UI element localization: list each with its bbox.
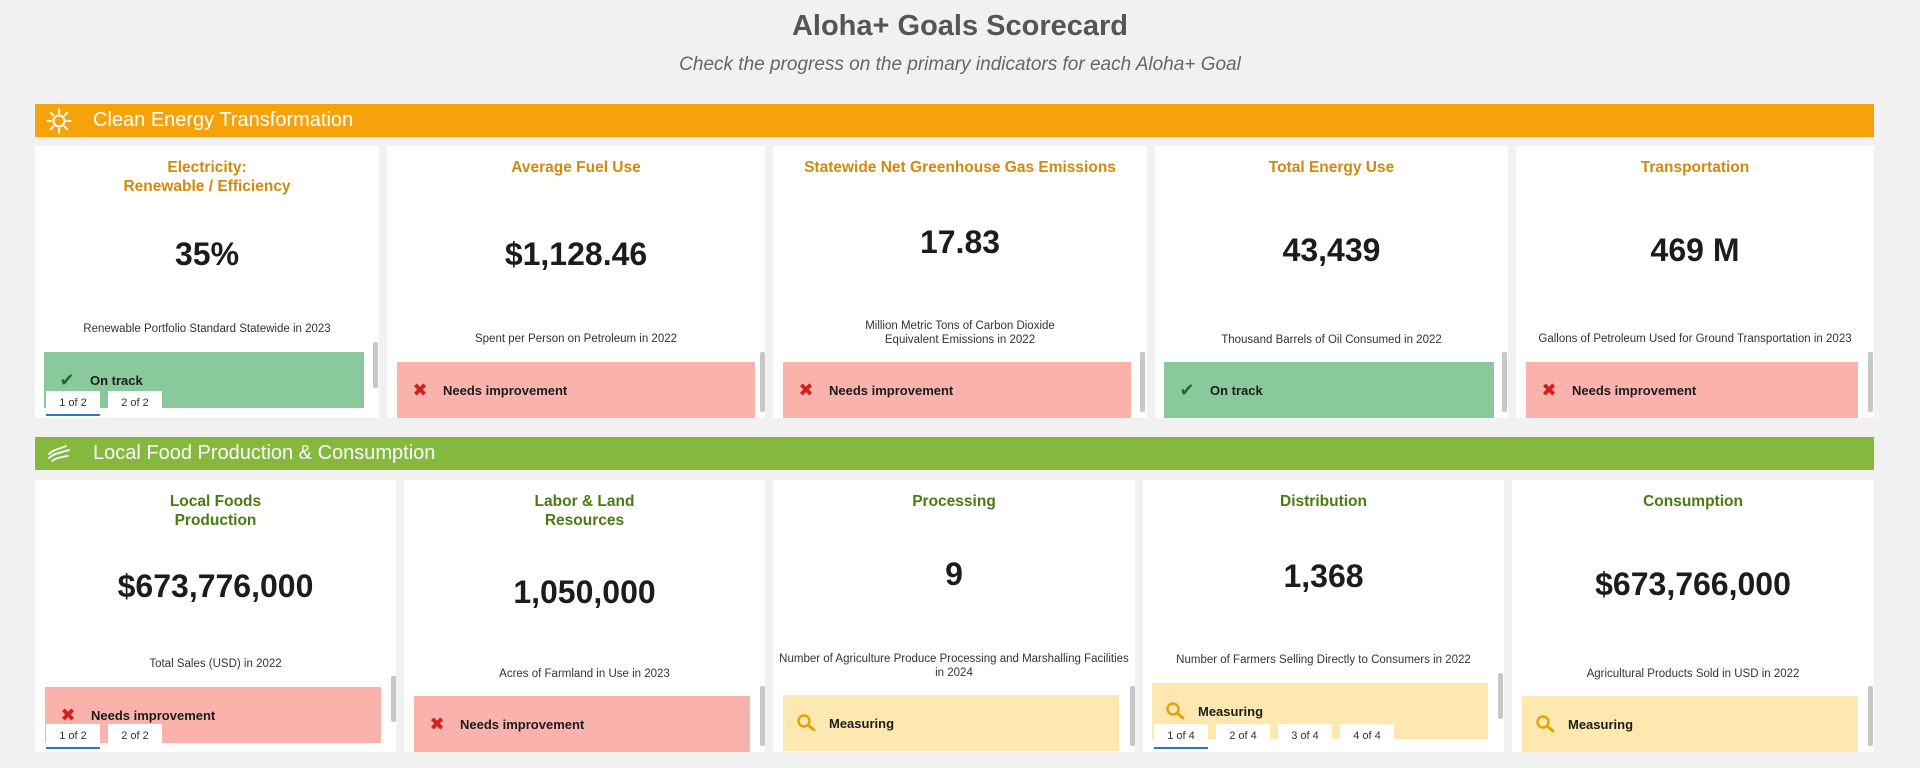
- scrollbar[interactable]: [760, 352, 765, 412]
- card-title: Transportation: [1640, 159, 1750, 176]
- status-label: Needs improvement: [1572, 382, 1697, 398]
- card-value: $1,128.46: [504, 236, 648, 272]
- status-label: On track: [1210, 382, 1263, 398]
- indicator-card-average-fuel-use: Average Fuel Use $1,128.46 Spent per Per…: [387, 146, 765, 418]
- status-label: Measuring: [1198, 703, 1264, 719]
- status-badge: Measuring: [1522, 696, 1858, 752]
- scrollbar[interactable]: [1130, 686, 1135, 746]
- x-icon: ✖: [798, 379, 814, 400]
- indicator-card-distribution: Distribution 1,368 Number of Farmers Sel…: [1143, 480, 1504, 752]
- page-subtitle: Check the progress on the primary indica…: [679, 54, 1241, 75]
- card-description: Thousand Barrels of Oil Consumed in 2022: [1221, 334, 1442, 346]
- x-icon: ✖: [1541, 379, 1557, 400]
- card-pager-electricity: 1 of 2 2 of 2: [46, 391, 162, 416]
- status-badge: ✖ Needs improvement: [783, 362, 1131, 418]
- food-section-header: Local Food Production & Consumption: [35, 437, 1874, 470]
- card-description: Number of Agriculture Produce Processing…: [779, 653, 1129, 679]
- indicator-card-processing: Processing 9 Number of Agriculture Produ…: [773, 480, 1135, 752]
- sun-icon: [46, 108, 72, 134]
- check-icon: ✔: [59, 369, 75, 390]
- status-badge: ✔ On track: [44, 352, 364, 408]
- card-description: Million Metric Tons of Carbon Dioxide Eq…: [865, 320, 1055, 346]
- card-value: 35%: [174, 236, 240, 272]
- status-label: Measuring: [1568, 716, 1634, 732]
- x-icon: ✖: [60, 704, 76, 725]
- card-title: Consumption: [1643, 493, 1743, 510]
- indicator-card-transportation: Transportation 469 M Gallons of Petroleu…: [1516, 146, 1874, 418]
- magnifier-icon: [1534, 713, 1556, 735]
- page-title: Aloha+ Goals Scorecard: [791, 10, 1129, 42]
- scrollbar[interactable]: [1140, 352, 1145, 412]
- page-button[interactable]: 3 of 4: [1278, 724, 1332, 749]
- status-label: On track: [90, 372, 143, 388]
- magnifier-icon: [795, 712, 817, 734]
- card-description: Gallons of Petroleum Used for Ground Tra…: [1538, 333, 1852, 345]
- card-title: Labor & Land Resources: [534, 493, 635, 529]
- card-title: Average Fuel Use: [511, 159, 641, 176]
- card-value: $673,766,000: [1595, 566, 1791, 602]
- card-title: Processing: [912, 493, 996, 510]
- scrollbar[interactable]: [1868, 686, 1873, 746]
- scrollbar[interactable]: [1502, 352, 1507, 412]
- status-label: Needs improvement: [460, 716, 585, 732]
- status-label: Needs improvement: [443, 382, 568, 398]
- wave-icon: [46, 441, 72, 467]
- card-pager-local-foods: 1 of 2 2 of 2: [46, 724, 162, 749]
- energy-section-header: Clean Energy Transformation: [35, 104, 1874, 137]
- scrollbar[interactable]: [760, 686, 765, 746]
- card-title: Total Energy Use: [1268, 159, 1395, 176]
- status-label: Needs improvement: [829, 382, 954, 398]
- card-description: Renewable Portfolio Standard Statewide i…: [83, 323, 331, 335]
- status-badge: Measuring: [783, 695, 1119, 751]
- indicator-card-consumption: Consumption $673,766,000 Agricultural Pr…: [1512, 480, 1874, 752]
- status-badge: ✔ On track: [1164, 362, 1494, 418]
- card-value: $673,776,000: [117, 568, 314, 604]
- energy-section-title: Clean Energy Transformation: [93, 109, 354, 131]
- card-description: Number of Farmers Selling Directly to Co…: [1176, 654, 1471, 666]
- page-button[interactable]: 4 of 4: [1340, 724, 1394, 749]
- page-button[interactable]: 1 of 4: [1154, 724, 1208, 749]
- indicator-card-labor-land: Labor & Land Resources 1,050,000 Acres o…: [404, 480, 765, 752]
- x-icon: ✖: [429, 713, 445, 734]
- magnifier-icon: [1164, 700, 1186, 722]
- card-title: Electricity: Renewable / Efficiency: [123, 159, 291, 195]
- status-badge: ✖ Needs improvement: [414, 696, 750, 752]
- scrollbar[interactable]: [391, 676, 396, 722]
- card-value: 9: [945, 556, 963, 592]
- page-button[interactable]: 2 of 2: [108, 724, 162, 749]
- card-title: Distribution: [1280, 493, 1367, 510]
- card-description: Total Sales (USD) in 2022: [149, 658, 282, 670]
- page-button[interactable]: 1 of 2: [46, 724, 100, 749]
- card-value: 1,368: [1283, 558, 1364, 594]
- status-badge: ✖ Needs improvement: [397, 362, 755, 418]
- food-section-title: Local Food Production & Consumption: [93, 442, 436, 464]
- card-pager-distribution: 1 of 4 2 of 4 3 of 4 4 of 4: [1154, 724, 1394, 749]
- card-value: 17.83: [919, 224, 1001, 260]
- card-description: Agricultural Products Sold in USD in 202…: [1586, 668, 1800, 680]
- status-label: Needs improvement: [91, 707, 216, 723]
- card-value: 43,439: [1282, 232, 1381, 268]
- indicator-card-greenhouse-gas: Statewide Net Greenhouse Gas Emissions 1…: [773, 146, 1147, 418]
- page-button[interactable]: 1 of 2: [46, 391, 100, 416]
- card-description: Acres of Farmland in Use in 2023: [499, 668, 670, 680]
- card-title: Statewide Net Greenhouse Gas Emissions: [804, 159, 1116, 176]
- scrollbar[interactable]: [373, 342, 378, 388]
- card-value: 1,050,000: [513, 574, 656, 610]
- page-button[interactable]: 2 of 4: [1216, 724, 1270, 749]
- indicator-card-local-foods-production: Local Foods Production $673,776,000 Tota…: [35, 480, 396, 752]
- scrollbar[interactable]: [1498, 673, 1503, 719]
- scrollbar[interactable]: [1868, 352, 1873, 412]
- check-icon: ✔: [1179, 379, 1195, 400]
- indicator-card-electricity: Electricity: Renewable / Efficiency 35% …: [35, 146, 379, 418]
- indicator-card-total-energy-use: Total Energy Use 43,439 Thousand Barrels…: [1155, 146, 1508, 418]
- card-value: 469 M: [1650, 232, 1740, 268]
- page-button[interactable]: 2 of 2: [108, 391, 162, 416]
- status-label: Measuring: [829, 715, 895, 731]
- status-badge: ✖ Needs improvement: [1526, 362, 1858, 418]
- card-description: Spent per Person on Petroleum in 2022: [474, 333, 678, 345]
- card-title: Local Foods Production: [169, 493, 262, 529]
- x-icon: ✖: [412, 379, 428, 400]
- status-badge: ✖ Needs improvement: [45, 687, 381, 743]
